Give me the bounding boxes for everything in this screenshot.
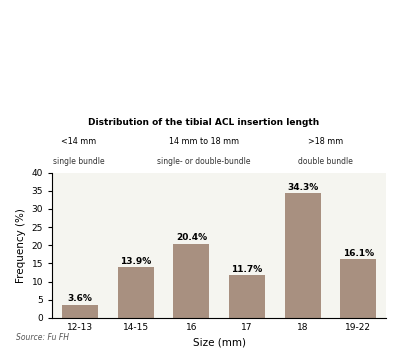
- Text: The variation in tibial insertion length among patients. Variations should be
re: The variation in tibial insertion length…: [20, 48, 338, 81]
- Text: Variation in ACL insertion site size among patients: Variation in ACL insertion site size amo…: [20, 14, 356, 27]
- Text: Source: Fu FH: Source: Fu FH: [16, 333, 69, 342]
